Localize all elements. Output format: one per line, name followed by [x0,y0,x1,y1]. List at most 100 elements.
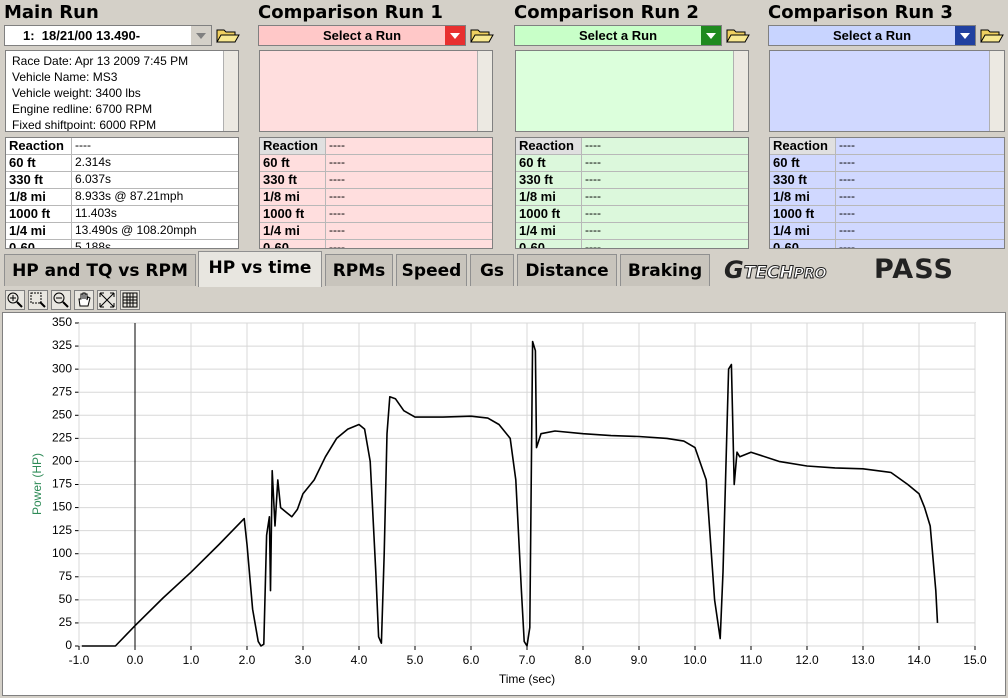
info-line: Engine redline: 6700 RPM [12,102,153,116]
run-table: Reaction ---- 60 ft ---- 330 ft ---- 1/8 mi ---… [515,137,749,249]
row-label: 330 ft [516,172,582,188]
table-row: 330 ft 6.037s [6,172,238,189]
x-axis-label: Time (sec) [499,672,555,686]
row-value: ---- [585,240,601,249]
logo: GTECHPRO [724,256,869,284]
scrollbar [989,51,1004,131]
x-tick-label: 0.0 [127,653,144,667]
run-table: Reaction ---- 60 ft 2.314s 330 ft 6.037s 1/8 m… [5,137,239,249]
row-value: ---- [329,172,345,186]
y-tick-label: 50 [59,592,73,606]
row-value: ---- [585,189,601,203]
hp-line [81,340,939,647]
run-selector[interactable]: Select a Run [768,25,976,46]
table-row: 330 ft ---- [516,172,748,189]
run-selector[interactable]: Select a Run [258,25,466,46]
row-value: 2.314s [75,155,112,169]
y-tick-label: 300 [52,361,72,375]
tab[interactable]: RPMs [325,254,393,286]
x-tick-label: 12.0 [795,653,819,667]
y-tick-label: 75 [59,569,73,583]
row-value: ---- [585,138,601,152]
chart: Time (sec) Power (HP) 0 25 50 75 100 125 150 17… [30,315,987,686]
grid-button[interactable] [120,290,140,310]
row-label: 60 ft [770,155,836,171]
table-row: 330 ft ---- [260,172,492,189]
run-info [769,50,1005,132]
table-row: 1/4 mi ---- [516,223,748,240]
row-value: ---- [585,223,601,237]
row-value: ---- [329,206,345,220]
row-value: ---- [839,189,855,203]
table-row: 1/8 mi ---- [516,189,748,206]
y-axis-label: Power (HP) [30,453,44,515]
toolbar [5,290,167,310]
run-info [259,50,493,132]
x-tick-label: 5.0 [407,653,424,667]
run-title: Comparison Run 2 [514,2,699,23]
open-folder-button[interactable] [216,27,240,44]
table-row: 60 ft 2.314s [6,155,238,172]
open-folder-button[interactable] [470,27,494,44]
y-tick-label: 350 [52,315,72,329]
row-value: ---- [329,189,345,203]
table-row: 60 ft ---- [260,155,492,172]
row-value: ---- [329,223,345,237]
table-row: Reaction ---- [260,138,492,155]
x-tick-label: 4.0 [351,653,368,667]
dropdown-arrow[interactable] [955,26,975,45]
zoom-box-button[interactable] [28,290,48,310]
row-label: 1000 ft [6,206,72,222]
table-row: Reaction ---- [770,138,1004,155]
dropdown-arrow[interactable] [445,26,465,45]
x-tick-label: 10.0 [683,653,707,667]
x-tick-label: 13.0 [851,653,875,667]
table-row: 0-60 5.188s [6,240,238,248]
tab[interactable]: Distance [517,254,617,286]
row-label: 1/8 mi [516,189,582,205]
run-info [515,50,749,132]
zoom-out-button[interactable] [51,290,71,310]
row-value: ---- [839,206,855,220]
y-tick-label: 250 [52,407,72,421]
zoom-in-button[interactable] [5,290,25,310]
row-label: 60 ft [516,155,582,171]
row-label: 330 ft [260,172,326,188]
info-line: Vehicle weight: 3400 lbs [12,86,141,100]
row-value: ---- [839,223,855,237]
row-value: ---- [839,155,855,169]
tab[interactable]: Gs [470,254,514,286]
row-label: 1/8 mi [6,189,72,205]
x-tick-label: 14.0 [907,653,931,667]
product-name: PASS [874,254,954,285]
row-label: 1/4 mi [516,223,582,239]
y-tick-label: 0 [65,638,72,652]
row-label: 60 ft [260,155,326,171]
open-folder-button[interactable] [726,27,750,44]
row-value: ---- [839,172,855,186]
row-value: ---- [585,172,601,186]
fit-button[interactable] [97,290,117,310]
scrollbar [477,51,492,131]
row-value: 13.490s @ 108.20mph [75,223,197,237]
dropdown-arrow[interactable] [191,26,211,45]
run-info: Race Date: Apr 13 2009 7:45 PM Vehicle Na… [5,50,239,132]
table-row: 0-60 ---- [770,240,1004,248]
row-label: 0-60 [260,240,326,248]
run-selector[interactable]: Select a Run [514,25,722,46]
tab[interactable]: Braking [620,254,710,286]
pan-button[interactable] [74,290,94,310]
run-selector[interactable]: 1: 18/21/00 13.490- [4,25,212,46]
tab[interactable]: Speed [396,254,467,286]
table-row: 1/8 mi ---- [260,189,492,206]
tab[interactable]: HP and TQ vs RPM [4,254,196,286]
table-row: 0-60 ---- [260,240,492,248]
tab[interactable]: HP vs time [198,251,322,287]
y-tick-label: 275 [52,384,72,398]
run-title: Comparison Run 3 [768,2,953,23]
open-folder-button[interactable] [980,27,1004,44]
table-row: 1/8 mi ---- [770,189,1004,206]
row-label: 1000 ft [770,206,836,222]
dropdown-arrow[interactable] [701,26,721,45]
table-row: 1/4 mi ---- [770,223,1004,240]
